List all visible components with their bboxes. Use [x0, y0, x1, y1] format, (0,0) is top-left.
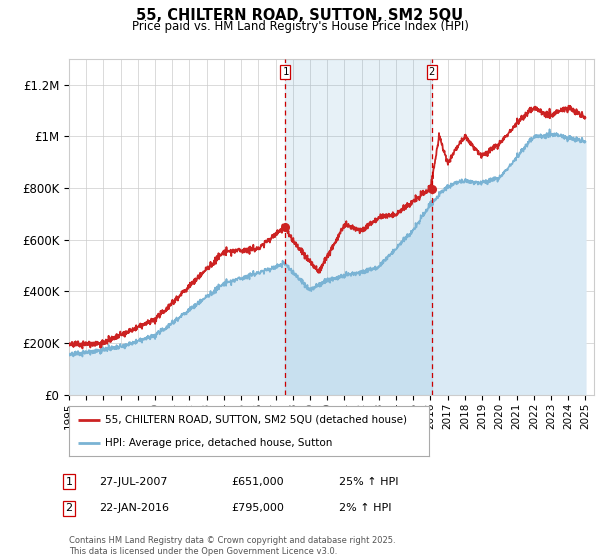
Text: 55, CHILTERN ROAD, SUTTON, SM2 5QU: 55, CHILTERN ROAD, SUTTON, SM2 5QU	[136, 8, 464, 24]
Text: 2: 2	[428, 67, 434, 77]
Text: 2% ↑ HPI: 2% ↑ HPI	[339, 503, 391, 514]
Text: 2: 2	[65, 503, 73, 514]
Text: HPI: Average price, detached house, Sutton: HPI: Average price, detached house, Sutt…	[105, 438, 332, 448]
Text: 25% ↑ HPI: 25% ↑ HPI	[339, 477, 398, 487]
Text: Price paid vs. HM Land Registry's House Price Index (HPI): Price paid vs. HM Land Registry's House …	[131, 20, 469, 32]
Bar	[286, 59, 431, 395]
Text: 1: 1	[65, 477, 73, 487]
Text: 27-JUL-2007: 27-JUL-2007	[99, 477, 167, 487]
Text: 1: 1	[282, 67, 289, 77]
Text: 55, CHILTERN ROAD, SUTTON, SM2 5QU (detached house): 55, CHILTERN ROAD, SUTTON, SM2 5QU (deta…	[105, 414, 407, 424]
Text: £651,000: £651,000	[231, 477, 284, 487]
Text: Contains HM Land Registry data © Crown copyright and database right 2025.
This d: Contains HM Land Registry data © Crown c…	[69, 536, 395, 556]
Text: 22-JAN-2016: 22-JAN-2016	[99, 503, 169, 514]
Text: £795,000: £795,000	[231, 503, 284, 514]
